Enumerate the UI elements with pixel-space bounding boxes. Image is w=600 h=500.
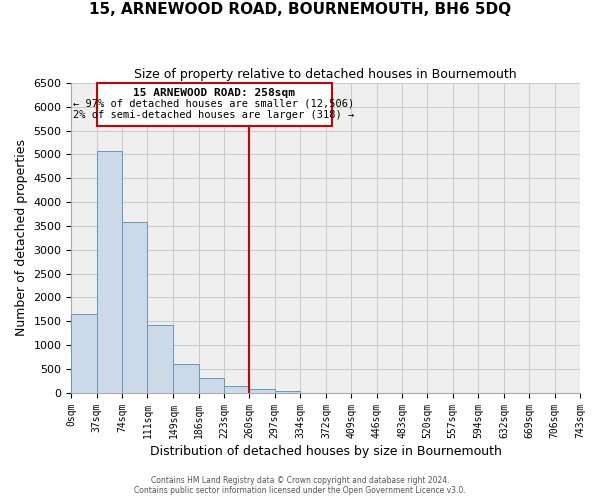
Bar bbox=[97, 83, 332, 126]
Bar bbox=[199, 378, 224, 392]
Text: 15, ARNEWOOD ROAD, BOURNEMOUTH, BH6 5DQ: 15, ARNEWOOD ROAD, BOURNEMOUTH, BH6 5DQ bbox=[89, 2, 511, 18]
Bar bbox=[224, 386, 250, 392]
Bar bbox=[71, 314, 97, 392]
Text: 15 ARNEWOOD ROAD: 258sqm: 15 ARNEWOOD ROAD: 258sqm bbox=[133, 88, 295, 98]
Bar bbox=[275, 390, 300, 392]
Y-axis label: Number of detached properties: Number of detached properties bbox=[15, 140, 28, 336]
Text: ← 97% of detached houses are smaller (12,506): ← 97% of detached houses are smaller (12… bbox=[73, 99, 355, 109]
X-axis label: Distribution of detached houses by size in Bournemouth: Distribution of detached houses by size … bbox=[150, 444, 502, 458]
Text: Contains HM Land Registry data © Crown copyright and database right 2024.
Contai: Contains HM Land Registry data © Crown c… bbox=[134, 476, 466, 495]
Text: 2% of semi-detached houses are larger (318) →: 2% of semi-detached houses are larger (3… bbox=[73, 110, 355, 120]
Bar bbox=[122, 222, 148, 392]
Bar bbox=[250, 389, 275, 392]
Bar bbox=[97, 150, 122, 392]
Title: Size of property relative to detached houses in Bournemouth: Size of property relative to detached ho… bbox=[134, 68, 517, 80]
Bar bbox=[173, 364, 199, 392]
Bar bbox=[148, 325, 173, 392]
